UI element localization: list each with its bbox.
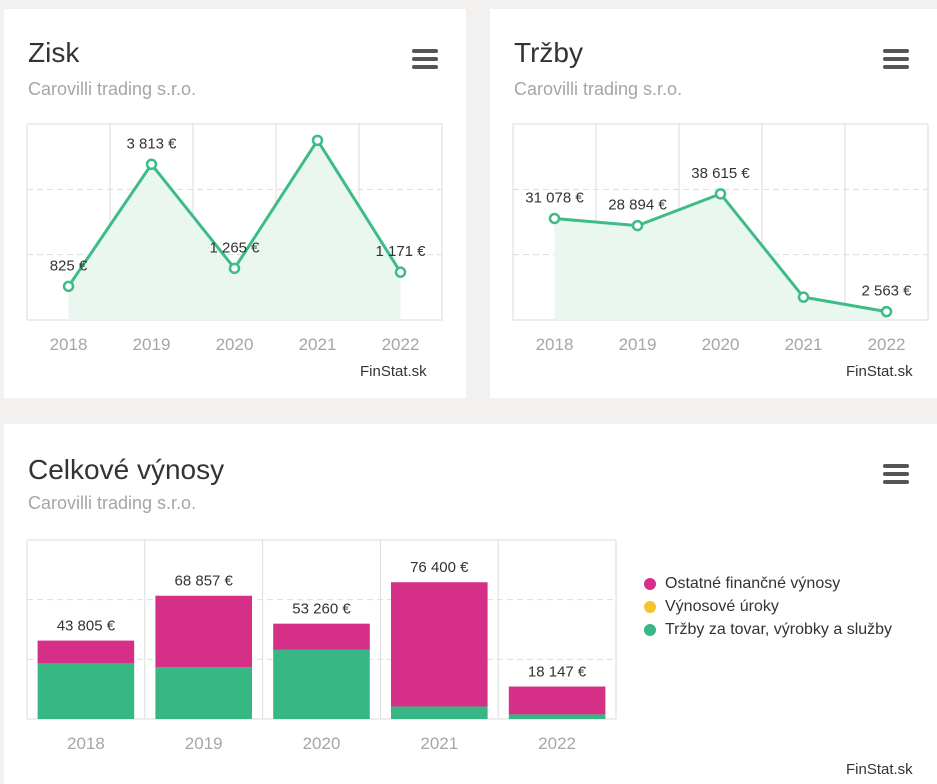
vynosy-subtitle: Carovilli trading s.r.o. bbox=[28, 493, 197, 513]
trzby-tick-2019: 2019 bbox=[619, 335, 657, 354]
vynosy-menu-icon[interactable] bbox=[883, 464, 909, 486]
zisk-point-2019 bbox=[145, 158, 158, 171]
zisk-tick-2020: 2020 bbox=[216, 335, 254, 354]
zisk-tick-2022: 2022 bbox=[382, 335, 420, 354]
trzby-data-label-2022: 2 563 € bbox=[861, 283, 912, 300]
vynosy-total-label-2020: 53 260 € bbox=[292, 601, 351, 618]
vynosy-tick-2021: 2021 bbox=[420, 734, 458, 753]
zisk-data-label-2022: 1 171 € bbox=[375, 243, 426, 260]
trzby-subtitle: Carovilli trading s.r.o. bbox=[514, 79, 683, 99]
legend-item-ostatne[interactable]: Ostatné finančné výnosy bbox=[644, 572, 892, 595]
trzby-point-2021 bbox=[797, 291, 810, 303]
trzby-point-2019 bbox=[631, 219, 644, 232]
vynosy-title: Celkové výnosy bbox=[28, 454, 225, 485]
zisk-point-2018 bbox=[62, 280, 75, 293]
trzby-point-2020 bbox=[714, 188, 727, 200]
trzby-data-label-2019: 28 894 € bbox=[608, 197, 667, 214]
vynosy-credit[interactable]: FinStat.sk bbox=[846, 761, 913, 778]
vynosy-tick-2019: 2019 bbox=[185, 734, 223, 753]
trzby-data-label-2020: 38 615 € bbox=[691, 165, 750, 182]
vynosy-bar-2018-s0 bbox=[37, 663, 135, 719]
zisk-data-label-2018: 825 € bbox=[50, 257, 88, 274]
legend-label-trzby: Tržby za tovar, výrobky a služby bbox=[665, 620, 893, 638]
vynosy-total-label-2021: 76 400 € bbox=[410, 559, 469, 576]
vynosy-card: Celkové výnosy Carovilli trading s.r.o. … bbox=[4, 424, 937, 784]
zisk-chart: 825 € 2018 3 813 € 2019 1 265 € 2020 2021 1 171… bbox=[26, 123, 443, 354]
vynosy-bar-2020-s0 bbox=[273, 649, 370, 719]
zisk-point-2022 bbox=[394, 266, 407, 278]
vynosy-tick-2018: 2018 bbox=[67, 734, 105, 753]
trzby-menu-icon[interactable] bbox=[883, 49, 909, 71]
trzby-data-label-2018: 31 078 € bbox=[525, 189, 584, 206]
legend-item-trzby[interactable]: Tržby za tovar, výrobky a služby bbox=[644, 618, 892, 641]
zisk-title: Zisk bbox=[28, 37, 80, 68]
vynosy-total-label-2019: 68 857 € bbox=[175, 573, 234, 590]
trzby-tick-2018: 2018 bbox=[536, 335, 574, 354]
zisk-tick-2018: 2018 bbox=[50, 335, 88, 354]
vynosy-total-label-2022: 18 147 € bbox=[528, 664, 587, 681]
trzby-card: Tržby Carovilli trading s.r.o. 31 078 € 2… bbox=[490, 9, 937, 398]
zisk-point-2021 bbox=[311, 134, 324, 147]
zisk-subtitle: Carovilli trading s.r.o. bbox=[28, 79, 197, 99]
trzby-tick-2020: 2020 bbox=[702, 335, 740, 354]
zisk-menu-icon[interactable] bbox=[412, 49, 438, 71]
vynosy-bar-2019-s2 bbox=[155, 595, 252, 668]
legend-label-ostatne: Ostatné finančné výnosy bbox=[665, 574, 841, 592]
vynosy-bar-2021-s2 bbox=[391, 582, 488, 707]
legend-dot-uroky bbox=[644, 600, 656, 613]
vynosy-total-label-2018: 43 805 € bbox=[57, 618, 116, 635]
trzby-tick-2021: 2021 bbox=[785, 335, 823, 354]
vynosy-bar-2018-s2 bbox=[37, 640, 135, 664]
legend-label-uroky: Výnosové úroky bbox=[665, 597, 779, 615]
zisk-tick-2021: 2021 bbox=[299, 335, 337, 354]
zisk-data-label-2019: 3 813 € bbox=[126, 135, 177, 152]
zisk-tick-2019: 2019 bbox=[133, 335, 171, 354]
vynosy-bar-2022-s0 bbox=[508, 714, 606, 719]
zisk-point-2020 bbox=[228, 262, 241, 275]
legend-item-uroky[interactable]: Výnosové úroky bbox=[644, 595, 892, 618]
legend-dot-ostatne bbox=[644, 577, 656, 590]
zisk-credit[interactable]: FinStat.sk bbox=[360, 363, 427, 380]
zisk-data-label-2020: 1 265 € bbox=[209, 239, 260, 256]
zisk-card: Zisk Carovilli trading s.r.o. 825 € 2018 3… bbox=[4, 9, 466, 398]
vynosy-tick-2022: 2022 bbox=[538, 734, 576, 753]
trzby-chart: 31 078 € 2018 28 894 € 2019 38 615 € 2020 2021… bbox=[512, 123, 929, 354]
vynosy-tick-2020: 2020 bbox=[303, 734, 341, 753]
vynosy-chart: 43 805 € 2018 68 857 € 2019 53 260 € 2020 76 4… bbox=[26, 539, 617, 753]
vynosy-legend: Ostatné finančné výnosy Výnosové úroky T… bbox=[644, 572, 892, 641]
vynosy-bar-2019-s0 bbox=[155, 667, 252, 719]
zisk-area bbox=[68, 140, 401, 320]
trzby-credit[interactable]: FinStat.sk bbox=[846, 363, 913, 380]
vynosy-bar-2020-s2 bbox=[273, 623, 370, 650]
trzby-title: Tržby bbox=[514, 37, 583, 68]
vynosy-bar-2022-s2 bbox=[508, 686, 606, 715]
trzby-tick-2022: 2022 bbox=[868, 335, 906, 354]
vynosy-bar-2021-s0 bbox=[391, 706, 488, 719]
trzby-point-2022 bbox=[880, 305, 893, 318]
legend-dot-trzby bbox=[644, 623, 656, 636]
trzby-point-2018 bbox=[548, 212, 561, 225]
trzby-area bbox=[554, 193, 887, 320]
